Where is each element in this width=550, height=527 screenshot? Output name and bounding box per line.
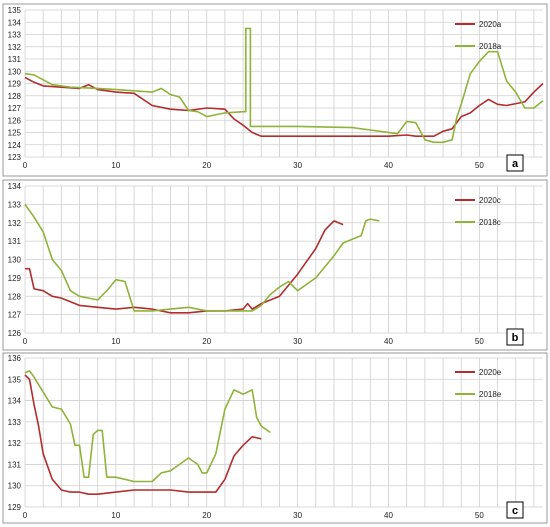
x-tick-label: 0 — [23, 337, 28, 346]
series-line-2020c — [25, 220, 344, 314]
y-tick-label: 131 — [8, 237, 22, 246]
y-tick-label: 131 — [8, 55, 22, 64]
legend-label-2018a: 2018a — [479, 42, 502, 51]
x-tick-label: 40 — [384, 337, 393, 346]
y-tick-label: 128 — [8, 92, 22, 101]
grid — [24, 9, 543, 158]
legend: 2020a 2018a — [455, 20, 502, 51]
y-tick-label: 130 — [8, 256, 22, 265]
panel-frame — [2, 179, 548, 351]
panel-label: b — [512, 332, 519, 344]
series-line-2018a — [24, 27, 544, 144]
x-tick-label: 20 — [202, 337, 211, 346]
y-tick-label: 134 — [8, 18, 22, 27]
y-tick-label: 133 — [8, 31, 22, 40]
y-tick-label: 126 — [8, 329, 22, 338]
y-tick-label: 129 — [8, 80, 22, 89]
legend-label-2020e: 2020e — [479, 368, 502, 377]
series-line-2018e — [24, 370, 271, 483]
x-tick-label: 30 — [293, 511, 302, 520]
series-line-2018c — [24, 203, 380, 312]
y-tick-label: 129 — [8, 274, 22, 283]
y-tick-label: 136 — [8, 354, 22, 363]
x-tick-label: 10 — [111, 337, 120, 346]
y-tick-label: 133 — [8, 200, 22, 209]
panel-label: a — [512, 158, 519, 170]
x-tick-label: 10 — [111, 161, 120, 170]
panel-label: c — [512, 505, 518, 517]
grid — [24, 357, 543, 508]
x-tick-label: 20 — [202, 511, 211, 520]
x-tick-label: 10 — [111, 511, 120, 520]
y-tick-label: 135 — [8, 375, 22, 384]
y-tick-label: 129 — [8, 503, 22, 512]
legend-label-2020a: 2020a — [479, 20, 502, 29]
x-tick-label: 0 — [23, 161, 28, 170]
panel-frame — [2, 3, 548, 177]
panel-label-box — [506, 328, 524, 346]
y-tick-label: 128 — [8, 292, 22, 301]
y-tick-label: 135 — [8, 6, 22, 15]
y-tick-label: 134 — [8, 397, 22, 406]
x-tick-label: 20 — [202, 161, 211, 170]
y-tick-label: 125 — [8, 129, 22, 138]
x-tick-label: 40 — [384, 511, 393, 520]
x-tick-label: 40 — [384, 161, 393, 170]
y-tick-label: 127 — [8, 311, 22, 320]
panel-frame — [2, 352, 548, 524]
grid — [24, 185, 543, 334]
y-tick-label: 124 — [8, 141, 22, 150]
y-tick-label: 131 — [8, 460, 22, 469]
y-tick-label: 132 — [8, 219, 22, 228]
x-tick-label: 50 — [475, 511, 484, 520]
y-tick-label: 132 — [8, 43, 22, 52]
legend: 2020c 2018c — [455, 196, 501, 227]
y-tick-label: 130 — [8, 67, 22, 76]
x-tick-label: 30 — [293, 161, 302, 170]
chart-panel-b: 126 127 128 129 130 131 132 133 134 0 10 20 30 40 50 20… — [2, 179, 548, 351]
y-tick-label: 130 — [8, 482, 22, 491]
y-tick-label: 126 — [8, 116, 22, 125]
chart-panel-c: 129 130 131 132 133 134 135 136 0 10 20 30 40 50 2020e… — [2, 352, 548, 524]
y-tick-label: 132 — [8, 439, 22, 448]
legend: 2020e 2018e — [455, 368, 502, 399]
panel-label-box — [506, 501, 524, 519]
x-tick-label: 0 — [23, 511, 28, 520]
x-tick-label: 30 — [293, 337, 302, 346]
y-tick-label: 127 — [8, 104, 22, 113]
y-tick-label: 134 — [8, 182, 22, 191]
panel-label-box — [506, 154, 524, 172]
x-tick-label: 50 — [475, 337, 484, 346]
y-tick-label: 133 — [8, 418, 22, 427]
series-line-2020e — [24, 374, 262, 495]
chart-panel-a: 123 124 125 126 127 128 129 130 131 132 133 134 135 0… — [2, 3, 548, 177]
legend-label-2020c: 2020c — [479, 196, 501, 205]
x-tick-label: 50 — [475, 161, 484, 170]
legend-label-2018e: 2018e — [479, 390, 502, 399]
legend-label-2018c: 2018c — [479, 218, 501, 227]
y-tick-label: 123 — [8, 153, 22, 162]
